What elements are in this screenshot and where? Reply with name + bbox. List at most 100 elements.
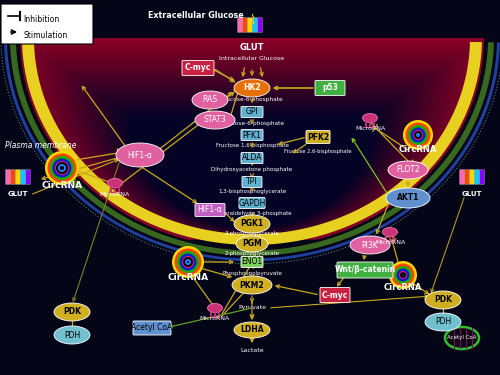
FancyBboxPatch shape — [1, 4, 93, 44]
FancyBboxPatch shape — [470, 170, 474, 184]
Text: Fructose-6-phosphate: Fructose-6-phosphate — [220, 120, 284, 126]
Polygon shape — [48, 58, 456, 243]
Text: Acetyl CoA: Acetyl CoA — [448, 336, 477, 340]
Text: Extracellular Glucose: Extracellular Glucose — [148, 11, 244, 20]
Circle shape — [52, 159, 72, 177]
FancyBboxPatch shape — [315, 81, 345, 96]
Circle shape — [182, 256, 194, 268]
Ellipse shape — [234, 215, 270, 233]
FancyBboxPatch shape — [248, 18, 252, 32]
Text: HK2: HK2 — [243, 84, 261, 93]
Text: GLUT: GLUT — [240, 43, 264, 52]
Circle shape — [392, 264, 414, 286]
Polygon shape — [42, 54, 462, 244]
Polygon shape — [95, 92, 409, 234]
Text: FLOT2: FLOT2 — [396, 165, 420, 174]
Ellipse shape — [350, 236, 390, 254]
Text: PDH: PDH — [435, 318, 451, 327]
Text: STAT3: STAT3 — [204, 116, 227, 124]
Text: PDH: PDH — [64, 330, 80, 339]
Text: Intracellular Glucose: Intracellular Glucose — [220, 56, 284, 61]
Text: Fructose 1,6-bisphosphate: Fructose 1,6-bisphosphate — [216, 144, 288, 148]
Circle shape — [406, 123, 430, 147]
FancyBboxPatch shape — [242, 177, 262, 188]
FancyBboxPatch shape — [10, 170, 16, 184]
Text: C-myc: C-myc — [322, 291, 348, 300]
Text: Acetyl CoA: Acetyl CoA — [132, 324, 172, 333]
Bar — [0, 240, 500, 375]
Circle shape — [183, 257, 193, 267]
Text: p53: p53 — [322, 84, 338, 93]
Circle shape — [413, 130, 423, 140]
Circle shape — [389, 261, 417, 289]
Polygon shape — [118, 108, 386, 230]
Ellipse shape — [208, 303, 222, 312]
Polygon shape — [34, 48, 470, 245]
FancyBboxPatch shape — [195, 204, 225, 216]
Ellipse shape — [54, 303, 90, 321]
FancyBboxPatch shape — [16, 170, 20, 184]
Text: HIF1-α: HIF1-α — [198, 206, 222, 214]
Polygon shape — [23, 40, 481, 248]
Polygon shape — [62, 68, 442, 240]
Polygon shape — [78, 80, 426, 237]
Polygon shape — [104, 98, 401, 232]
Polygon shape — [87, 86, 417, 236]
Text: Fructose 2,6-bisphosphate: Fructose 2,6-bisphosphate — [284, 148, 352, 153]
Circle shape — [174, 249, 202, 276]
Ellipse shape — [425, 313, 461, 331]
Circle shape — [58, 164, 66, 172]
Circle shape — [48, 153, 76, 183]
Polygon shape — [40, 52, 465, 244]
Text: CircRNA: CircRNA — [384, 283, 422, 292]
Polygon shape — [50, 60, 454, 242]
FancyBboxPatch shape — [6, 170, 10, 184]
Circle shape — [180, 254, 196, 270]
Circle shape — [50, 156, 74, 180]
Ellipse shape — [234, 322, 270, 338]
Text: CircRNA: CircRNA — [168, 273, 208, 282]
FancyBboxPatch shape — [20, 170, 25, 184]
FancyBboxPatch shape — [306, 130, 330, 144]
FancyBboxPatch shape — [182, 60, 214, 75]
Text: AKT1: AKT1 — [397, 194, 419, 202]
FancyBboxPatch shape — [337, 262, 393, 278]
Polygon shape — [98, 94, 406, 233]
Circle shape — [408, 125, 428, 145]
Text: Inhibition: Inhibition — [23, 15, 60, 24]
FancyBboxPatch shape — [241, 129, 263, 141]
Ellipse shape — [116, 143, 164, 167]
Polygon shape — [123, 112, 381, 229]
Polygon shape — [68, 72, 436, 239]
Text: PFK2: PFK2 — [307, 132, 329, 141]
Ellipse shape — [54, 326, 90, 344]
Circle shape — [402, 274, 404, 276]
Circle shape — [56, 162, 68, 174]
Polygon shape — [4, 42, 500, 261]
Ellipse shape — [386, 188, 430, 208]
Text: TPI: TPI — [246, 177, 258, 186]
Text: Glucose-6-phosphate: Glucose-6-phosphate — [220, 98, 284, 102]
Circle shape — [396, 268, 409, 282]
Text: ⌇: ⌇ — [249, 13, 255, 27]
FancyBboxPatch shape — [242, 18, 248, 32]
Text: Lactate: Lactate — [240, 348, 264, 352]
Text: Dihydroxyacetone phosphate: Dihydroxyacetone phosphate — [212, 168, 292, 172]
Text: MicroRNA: MicroRNA — [375, 240, 405, 245]
Text: GAPDH: GAPDH — [238, 198, 266, 207]
Text: Pyruvate: Pyruvate — [238, 306, 266, 310]
Circle shape — [399, 271, 407, 279]
Text: GLUT: GLUT — [8, 191, 28, 197]
Polygon shape — [20, 38, 484, 248]
Ellipse shape — [382, 228, 398, 237]
Polygon shape — [100, 96, 404, 233]
Text: CircRNA: CircRNA — [399, 145, 437, 154]
Text: PKM2: PKM2 — [240, 280, 264, 290]
Text: PGM: PGM — [242, 240, 262, 249]
Text: RAS: RAS — [202, 96, 218, 105]
Text: C-myc: C-myc — [185, 63, 211, 72]
Polygon shape — [120, 110, 384, 229]
Ellipse shape — [236, 236, 268, 252]
Polygon shape — [28, 44, 475, 246]
Circle shape — [177, 251, 199, 273]
